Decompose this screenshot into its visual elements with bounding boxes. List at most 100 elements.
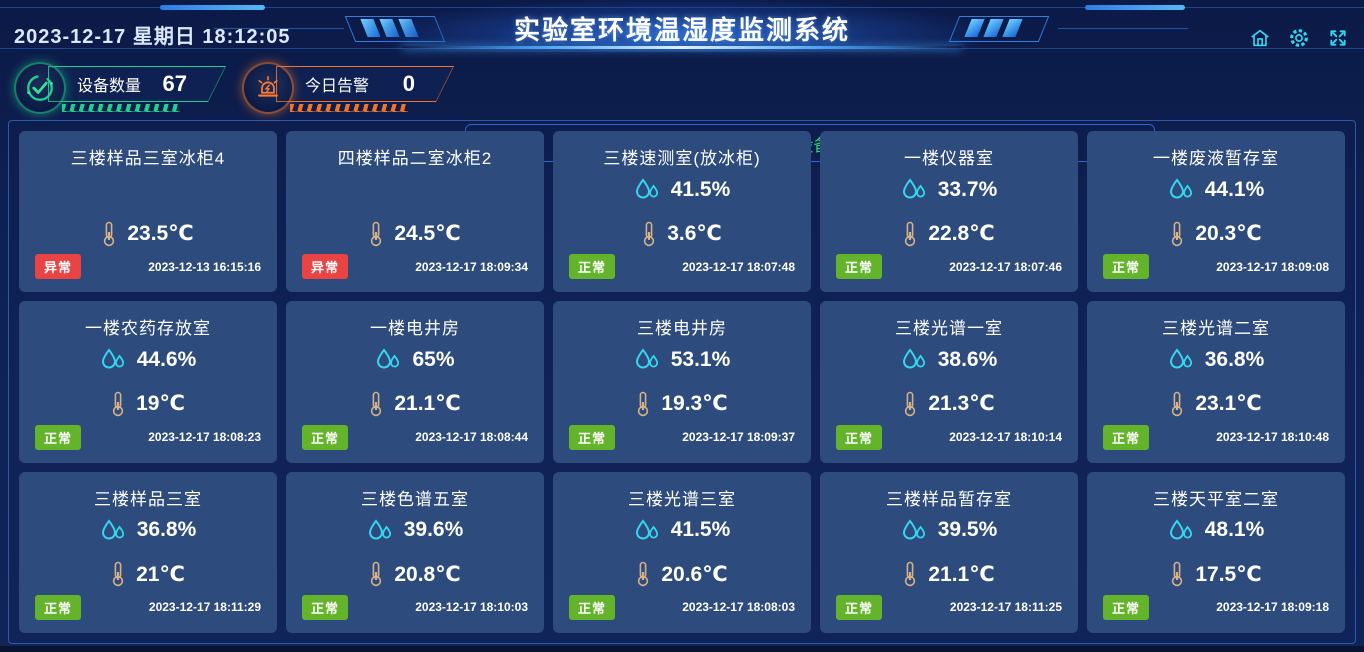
header-accent-segment-right <box>1085 5 1185 10</box>
home-icon[interactable] <box>1248 26 1272 50</box>
temperature-value: 20.8℃ <box>394 562 461 586</box>
device-card[interactable]: 三楼光谱二室 36.8% <box>1087 301 1345 463</box>
water-drops-icon <box>1168 178 1194 201</box>
stats-row: 设备数量 67 今日告警 0 <box>0 58 1364 162</box>
card-footer: 正常 2023-12-17 18:07:46 <box>820 254 1078 292</box>
temperature-row: 21.3℃ <box>903 390 995 418</box>
device-card[interactable]: 三楼光谱三室 41.5% <box>553 471 811 633</box>
humidity-value: 53.1% <box>670 347 731 371</box>
water-drops-icon <box>901 178 927 201</box>
card-metrics: 39.6% 20.8℃ <box>286 510 544 595</box>
humidity-row: 53.1% <box>634 346 731 374</box>
bottom-strip <box>0 646 1364 652</box>
temperature-value: 22.8℃ <box>928 222 995 246</box>
temperature-row: 19.3℃ <box>636 390 728 418</box>
device-card[interactable]: 四楼样品二室冰柜2 24 <box>286 131 544 293</box>
thermometer-icon <box>111 391 125 417</box>
gear-icon[interactable] <box>1287 26 1311 50</box>
card-footer: 异常 2023-12-17 18:09:34 <box>286 254 544 292</box>
room-name: 三楼速测室(放冰柜) <box>603 149 761 168</box>
device-card[interactable]: 一楼电井房 65% 21. <box>286 301 544 463</box>
humidity-row: 36.8% <box>100 516 196 544</box>
device-card[interactable]: 三楼色谱五室 39.6% <box>286 471 544 633</box>
humidity-row: 44.1% <box>1168 176 1264 204</box>
humidity-row: 39.5% <box>901 516 998 544</box>
header: 2023-12-17 星期日 18:12:05 实验室环境温湿度监测系统 <box>0 0 1364 56</box>
room-name: 三楼样品三室 <box>94 489 202 509</box>
card-metrics: 24.5℃ <box>286 169 544 254</box>
timestamp: 2023-12-17 18:09:37 <box>682 430 795 445</box>
timestamp: 2023-12-17 18:09:34 <box>415 259 528 274</box>
status-badge: 异常 <box>35 254 82 280</box>
humidity-value: 36.8% <box>1204 347 1265 371</box>
temperature-row: 24.5℃ <box>369 220 461 248</box>
water-drops-icon <box>100 519 126 542</box>
device-card[interactable]: 三楼光谱一室 38.6% <box>820 301 1078 463</box>
title-glow <box>382 0 982 52</box>
water-drops-icon <box>367 519 393 542</box>
device-count-value: 67 <box>162 71 187 96</box>
device-card[interactable]: 三楼样品三室 36.8% <box>19 471 277 633</box>
device-card[interactable]: 三楼天平室二室 48.1% <box>1087 471 1345 633</box>
humidity-row: 39.6% <box>367 516 463 544</box>
status-badge: 正常 <box>35 594 82 620</box>
card-footer: 正常 2023-12-17 18:09:18 <box>1087 594 1345 633</box>
humidity-row: 44.6% <box>100 346 196 374</box>
humidity-value: 39.5% <box>937 518 998 542</box>
water-drops-icon <box>100 348 126 371</box>
card-footer: 正常 2023-12-17 18:11:29 <box>19 594 277 633</box>
timestamp: 2023-12-17 18:10:03 <box>415 600 528 615</box>
status-badge: 正常 <box>569 424 616 450</box>
temperature-row: 23.5℃ <box>102 220 194 248</box>
card-metrics: 44.1% 20.3℃ <box>1087 169 1345 254</box>
card-metrics: 41.5% 20.6℃ <box>553 510 811 595</box>
card-footer: 异常 2023-12-13 16:15:16 <box>19 254 277 292</box>
device-card[interactable]: 三楼速测室(放冰柜) 41.5% <box>553 131 811 293</box>
device-card[interactable]: 三楼电井房 53.1% 1 <box>553 301 811 463</box>
device-card[interactable]: 三楼样品暂存室 39.5% <box>820 471 1078 633</box>
today-alarms-box: 今日告警 0 <box>276 66 454 102</box>
header-accent-segment-left <box>160 5 265 10</box>
card-metrics: 36.8% 23.1℃ <box>1087 339 1345 424</box>
device-card[interactable]: 一楼仪器室 33.7% 2 <box>820 131 1078 293</box>
temperature-value: 21.1℃ <box>928 562 995 586</box>
thermometer-icon <box>369 221 383 247</box>
device-card[interactable]: 一楼废液暂存室 44.1% <box>1087 131 1345 293</box>
card-metrics: 48.1% 17.5℃ <box>1087 510 1345 595</box>
fullscreen-icon[interactable] <box>1326 26 1350 50</box>
humidity-value: 38.6% <box>937 347 998 371</box>
device-count-widget: 设备数量 67 <box>14 62 229 114</box>
timestamp: 2023-12-17 18:08:44 <box>415 430 528 445</box>
humidity-row: 65% <box>375 346 455 374</box>
status-badge: 异常 <box>302 254 349 280</box>
device-card[interactable]: 一楼农药存放室 44.6% <box>19 301 277 463</box>
card-metrics: 23.5℃ <box>19 169 277 254</box>
room-name: 三楼光谱三室 <box>628 489 736 509</box>
temperature-row: 20.6℃ <box>636 560 728 588</box>
thermometer-icon <box>903 561 917 587</box>
humidity-value: 65% <box>412 347 455 371</box>
water-drops-icon <box>1168 348 1194 371</box>
thermometer-icon <box>1170 391 1184 417</box>
card-metrics: 36.8% 21℃ <box>19 510 277 595</box>
timestamp: 2023-12-17 18:09:18 <box>1216 600 1329 615</box>
room-name: 一楼电井房 <box>370 319 460 339</box>
card-metrics: 65% 21.1℃ <box>286 339 544 424</box>
thermometer-icon <box>369 391 383 417</box>
status-badge: 正常 <box>569 594 616 620</box>
temperature-row: 20.8℃ <box>369 560 461 588</box>
humidity-row: 38.6% <box>901 346 998 374</box>
room-name: 三楼样品暂存室 <box>886 489 1012 509</box>
thermometer-icon <box>636 391 650 417</box>
water-drops-icon <box>1168 519 1194 542</box>
room-name: 一楼农药存放室 <box>85 319 211 339</box>
card-metrics: 39.5% 21.1℃ <box>820 510 1078 595</box>
card-metrics: 41.5% 3.6℃ <box>553 169 811 254</box>
thermometer-icon <box>1170 221 1184 247</box>
decorative-line <box>1058 28 1188 29</box>
device-card[interactable]: 三楼样品三室冰柜4 23 <box>19 131 277 293</box>
humidity-value: 41.5% <box>670 177 731 201</box>
siren-icon <box>242 62 294 114</box>
humidity-value: 48.1% <box>1204 518 1265 542</box>
temperature-row: 21.1℃ <box>903 560 995 588</box>
